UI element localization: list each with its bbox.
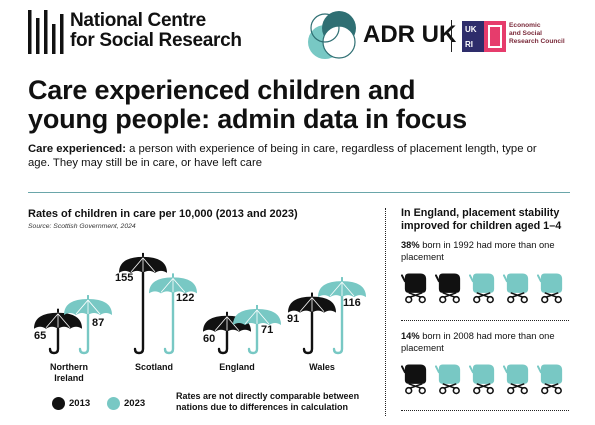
esrc-name: Economic and Social Research Council <box>509 22 589 46</box>
comparability-note: Rates are not directly comparable betwee… <box>176 391 360 412</box>
ukri-logo-icon: UK RI <box>462 21 506 52</box>
value-label: 60 <box>203 333 216 345</box>
umbrella-2023-2 <box>233 304 281 355</box>
umbrella-2023-1 <box>149 273 197 355</box>
legend-swatch-2013 <box>52 397 65 410</box>
umbrella-2023-3 <box>318 277 366 355</box>
title-line2: young people: admin data in focus <box>28 104 467 134</box>
legend-swatch-2023 <box>107 397 120 410</box>
pram-icon-black <box>401 364 427 395</box>
chart-source: Source: Scottish Government, 2024 <box>28 223 136 230</box>
pram-icon-teal <box>537 364 563 395</box>
section-divider <box>28 192 570 193</box>
stat-2008-percent: 14% <box>401 331 420 341</box>
nation-label-wales: Wales <box>309 362 335 372</box>
intro-term: Care experienced: <box>28 143 126 155</box>
value-label: 122 <box>176 292 195 304</box>
nation-label-northern-ireland: Northern Ireland <box>44 362 94 384</box>
stat-2008-text: born in 2008 had more than one placement <box>401 331 555 353</box>
ni-line1: Northern <box>50 362 88 372</box>
chart-title: Rates of children in care per 10,000 (20… <box>28 208 298 220</box>
umbrella-2013-1 <box>119 252 167 355</box>
umbrella-chart <box>34 252 366 355</box>
svg-text:UK: UK <box>465 25 477 34</box>
value-label: 116 <box>343 297 361 309</box>
placement-title: In England, placement stability improved… <box>401 207 562 232</box>
page-title: Care experienced children and young peop… <box>28 76 588 134</box>
value-label: 65 <box>34 330 47 342</box>
ncsr-logo-icon <box>28 10 64 54</box>
title-line1: Care experienced children and <box>28 75 416 105</box>
pram-icon-black <box>401 273 427 304</box>
stat-1992-percent: 38% <box>401 240 420 250</box>
pram-icon-teal <box>503 273 529 304</box>
pram-icon-teal <box>503 364 529 395</box>
umbrella-2013-0 <box>34 308 82 355</box>
panel-divider <box>385 208 387 416</box>
intro-definition: Care experienced: a person with experien… <box>28 143 548 170</box>
nation-label-scotland: Scotland <box>134 362 173 372</box>
adr-uk-wordmark: ADR UK <box>363 21 457 48</box>
ncsr-name: National Centre for Social Research <box>70 11 242 51</box>
legend-label-2023: 2023 <box>124 398 146 409</box>
esrc-line1: Economic <box>509 22 541 29</box>
pram-icon-black <box>435 273 461 304</box>
stat-divider <box>401 320 569 321</box>
value-label: 91 <box>287 313 300 325</box>
header-divider <box>451 20 452 52</box>
pram-row-1992 <box>401 271 573 307</box>
pram-icon-teal <box>469 364 495 395</box>
value-label: 71 <box>261 324 274 336</box>
pram-icon-teal <box>537 273 563 304</box>
pram-icon-teal <box>435 364 461 395</box>
adr-uk-logo-icon <box>308 11 356 59</box>
stat-1992: 38% born in 1992 had more than one place… <box>401 240 581 263</box>
intro-text: a person with experience of being in car… <box>28 143 537 169</box>
value-label: 87 <box>92 317 105 329</box>
ni-line2: Ireland <box>54 373 84 383</box>
ncsr-line2: for Social Research <box>70 30 242 51</box>
pram-row-2008 <box>401 362 573 398</box>
umbrella-2013-3 <box>288 292 336 355</box>
pram-icon-teal <box>469 273 495 304</box>
legend-label-2013: 2013 <box>69 398 91 409</box>
stat-2008: 14% born in 2008 had more than one place… <box>401 331 581 354</box>
umbrella-2023-0 <box>64 295 112 355</box>
esrc-line3: Research Council <box>509 38 565 45</box>
bottom-divider <box>401 410 569 411</box>
svg-text:RI: RI <box>465 40 473 49</box>
ncsr-line1: National Centre <box>70 10 206 31</box>
nation-label-england: England <box>219 362 255 372</box>
stat-1992-text: born in 1992 had more than one placement <box>401 240 555 262</box>
esrc-line2: and Social <box>509 30 542 37</box>
value-label: 155 <box>115 272 134 284</box>
